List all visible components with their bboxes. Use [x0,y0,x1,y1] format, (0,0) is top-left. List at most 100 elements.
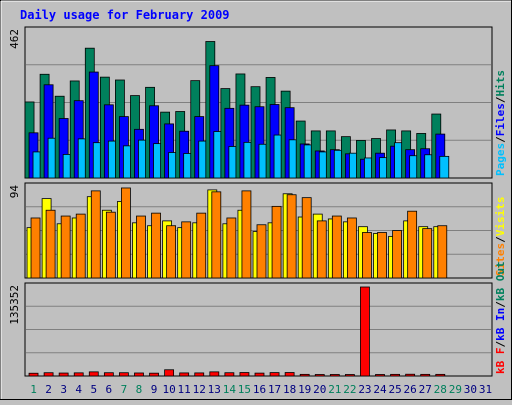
day-label-24: 24 [373,383,387,396]
bar-sites-day-3 [60,215,71,279]
bar-sites-day-14 [226,217,237,279]
bar-sites-day-16 [256,224,267,279]
bar-sites-day-15 [241,190,252,279]
bar-kb-f-day-3 [58,372,69,377]
day-label-13: 13 [208,383,221,396]
bar-kb-f-day-4 [73,372,84,377]
day-label-14: 14 [223,383,237,396]
chart-panel-top: 462 Pages/Files/Hits [8,26,507,179]
legend-top: Pages/Files/Hits [494,70,507,176]
bar-kb-f-day-26 [405,373,416,377]
day-label-17: 17 [268,383,281,396]
bar-sites-day-8 [136,215,146,279]
legend-item-bottom-4: kB Out [494,261,507,301]
ymax-label-top: 462 [8,29,21,49]
bar-kb-f-day-7 [119,372,129,377]
bar-sites-day-20 [316,220,327,279]
day-label-29: 29 [449,383,462,396]
day-label-9: 9 [151,383,158,396]
legend-item-top-3: / [494,96,507,103]
bar-sites-day-22 [346,217,357,279]
bar-sites-day-7 [121,187,131,279]
day-label-23: 23 [358,383,371,396]
legend-item-bottom-2: kB In [494,308,507,341]
day-label-4: 4 [75,383,82,396]
bar-kb-f-day-14 [224,372,235,377]
day-label-12: 12 [193,383,206,396]
bar-sites-day-12 [196,212,207,279]
bar-kb-f-day-22 [344,374,355,377]
bar-kb-f-day-2 [43,372,54,377]
bar-sites-day-10 [166,225,177,279]
bar-kb-f-day-24 [375,374,385,377]
bar-sites-day-28 [437,225,448,279]
bar-kb-f-day-11 [179,372,190,377]
bar-sites-day-17 [271,205,282,279]
day-label-30: 30 [464,383,477,396]
day-label-8: 8 [136,383,143,396]
bar-kb-f-day-9 [149,372,159,377]
legend-item-middle-1: / [494,236,507,243]
bar-pages-day-28 [439,155,450,179]
day-label-5: 5 [90,383,97,396]
day-label-18: 18 [283,383,296,396]
day-label-19: 19 [298,383,311,396]
legend-item-middle-0: Sites [494,243,507,276]
bar-sites-day-26 [407,210,418,279]
day-label-2: 2 [45,383,52,396]
bar-kb-f-day-16 [254,372,265,377]
bar-kb-f-day-10 [164,369,175,377]
bar-kb-f-day-18 [284,372,295,377]
day-label-22: 22 [343,383,356,396]
bar-sites-day-6 [105,211,116,279]
bar-kb-f-day-20 [314,374,325,377]
bar-kb-f-day-19 [299,373,310,377]
bar-sites-day-25 [392,230,402,279]
legend-item-bottom-1: / [494,341,507,348]
legend-item-top-0: Pages [494,143,507,176]
day-label-21: 21 [328,383,341,396]
day-label-31: 31 [479,383,492,396]
bar-sites-day-27 [422,228,433,279]
day-label-16: 16 [253,383,266,396]
day-label-3: 3 [60,383,67,396]
bar-kb-f-day-17 [269,372,280,377]
bar-sites-day-4 [75,213,86,279]
legend-item-top-1: / [494,136,507,143]
day-label-26: 26 [404,383,417,396]
legend-item-bottom-0: kB F [494,348,507,375]
bar-kb-f-day-13 [209,371,220,377]
bar-sites-day-23 [362,232,372,279]
day-label-10: 10 [162,383,175,396]
legend-item-top-2: Files [494,103,507,136]
bar-sites-day-5 [90,190,101,279]
legend-middle: Sites/Visits [494,197,507,277]
bar-kb-f-day-25 [390,373,400,377]
day-label-6: 6 [106,383,113,396]
bar-sites-day-19 [301,197,312,279]
bar-sites-day-1 [30,217,41,279]
ymax-label-bottom: 135352 [8,285,21,325]
bar-sites-day-2 [45,209,56,279]
bar-sites-day-9 [151,212,161,279]
chart-title: Daily usage for February 2009 [20,8,230,22]
chart-panel-middle: 94 Sites/Visits [8,182,507,279]
bar-sites-day-21 [331,215,342,279]
bar-kb-f-day-15 [239,372,250,377]
legend-item-middle-2: Visits [494,197,507,237]
bar-kb-f-day-21 [329,374,340,377]
bar-sites-day-13 [211,191,222,279]
bar-kb-f-day-5 [88,371,99,377]
legend-item-bottom-3: / [494,301,507,308]
bar-sites-day-24 [377,232,387,279]
day-label-11: 11 [178,383,191,396]
legend-bottom: kB F/kB In/kB Out [494,261,507,374]
bar-kb-f-day-27 [420,373,431,377]
day-label-28: 28 [434,383,447,396]
day-label-7: 7 [121,383,128,396]
bar-kb-f-day-8 [134,372,144,377]
bar-sites-day-18 [286,194,297,279]
